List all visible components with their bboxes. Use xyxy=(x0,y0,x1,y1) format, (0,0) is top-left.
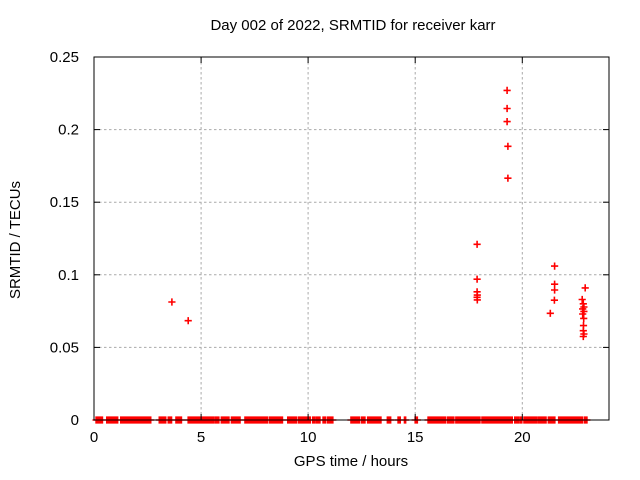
series-srmtid-markers xyxy=(92,86,591,424)
x-tick-label: 5 xyxy=(197,429,205,446)
x-tick-label: 0 xyxy=(90,429,98,446)
x-tick-label: 10 xyxy=(300,429,317,446)
y-tick-label: 0.25 xyxy=(50,49,79,66)
data-points xyxy=(92,86,591,424)
tick-labels: 0 5 10 15 20 0 0.05 0.1 0.15 0.2 0.25 xyxy=(50,49,531,446)
gridlines xyxy=(94,57,609,420)
x-tick-label: 20 xyxy=(514,429,531,446)
y-tick-label: 0 xyxy=(71,412,79,429)
y-tick-label: 0.05 xyxy=(50,339,79,356)
plot-border xyxy=(93,56,610,421)
x-tick-label: 15 xyxy=(407,429,424,446)
chart-title: Day 002 of 2022, SRMTID for receiver kar… xyxy=(210,17,495,34)
y-tick-label: 0.15 xyxy=(50,194,79,211)
y-axis-label: SRMTID / TECUs xyxy=(7,181,24,299)
y-tick-label: 0.1 xyxy=(58,267,79,284)
x-axis-label: GPS time / hours xyxy=(294,453,408,470)
y-tick-label: 0.2 xyxy=(58,122,79,139)
axes xyxy=(93,56,610,421)
